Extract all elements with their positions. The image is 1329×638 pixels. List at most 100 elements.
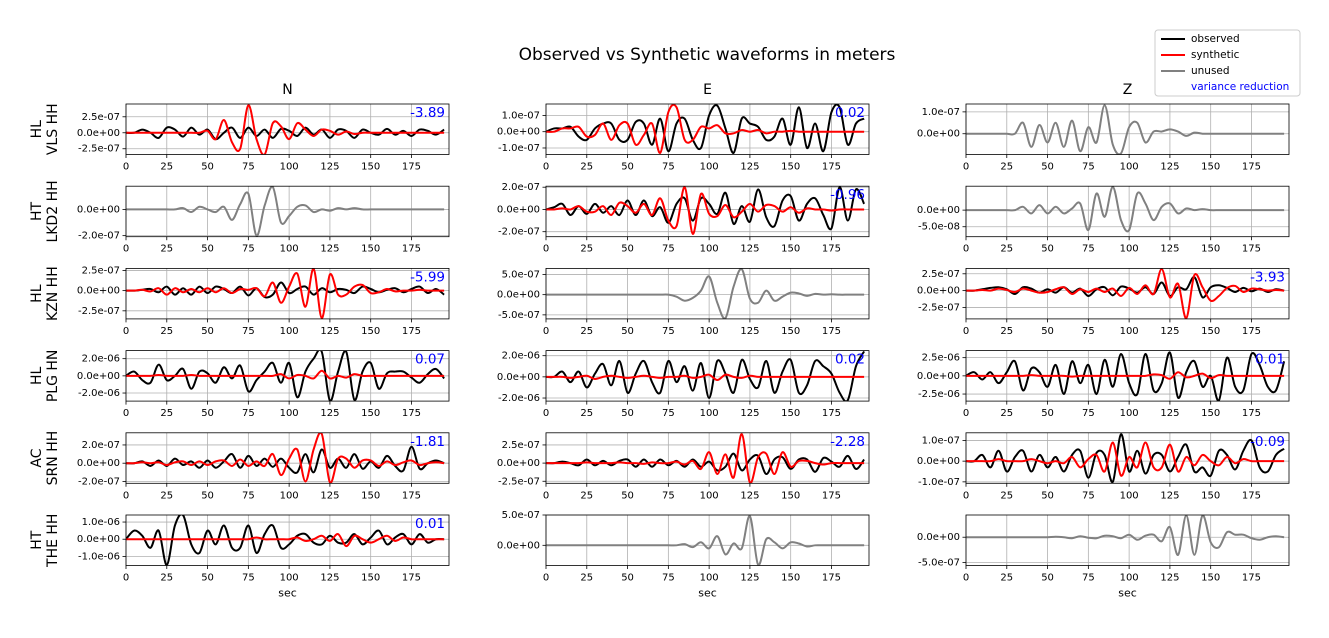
axes-frame bbox=[545, 432, 870, 484]
x-tick-label: 0 bbox=[963, 573, 969, 584]
x-tick-label: 175 bbox=[1242, 573, 1261, 584]
x-tick-label: 50 bbox=[201, 244, 214, 255]
x-tick-label: 0 bbox=[963, 490, 969, 501]
x-tick-label: 75 bbox=[1082, 162, 1095, 173]
variance-reduction: -0.96 bbox=[830, 187, 865, 203]
x-tick-label: 0 bbox=[543, 490, 549, 501]
y-axis-label: HT bbox=[29, 201, 45, 221]
subplot: 0 25 50 75 100 125 150 175 1.0e-07 0.0e+00 -1.0e-0… bbox=[917, 432, 1290, 501]
x-tick-label: 25 bbox=[160, 244, 173, 255]
x-tick-label: 150 bbox=[361, 573, 380, 584]
y-axis-label: HT bbox=[29, 530, 45, 550]
x-tick-label: 125 bbox=[320, 162, 339, 173]
y-tick-label: 0.0e+00 bbox=[497, 372, 540, 383]
waveform bbox=[126, 104, 445, 155]
x-tick-label: 175 bbox=[402, 244, 421, 255]
subplot: 0 25 50 75 100 125 150 175 2.0e-07 0.0e+00 -2.0e-0… bbox=[497, 182, 870, 255]
x-tick-label: 75 bbox=[662, 573, 675, 584]
x-tick-label: 125 bbox=[740, 162, 759, 173]
x-tick-label: 100 bbox=[1120, 162, 1139, 173]
legend-label: variance reduction bbox=[1191, 81, 1289, 93]
x-tick-label: 50 bbox=[621, 244, 634, 255]
variance-reduction: -1.81 bbox=[410, 434, 445, 450]
waveform bbox=[546, 268, 865, 319]
x-tick-label: 150 bbox=[1201, 162, 1220, 173]
x-tick-label: 50 bbox=[1041, 326, 1054, 337]
axes-frame bbox=[965, 514, 1290, 566]
x-tick-label: 50 bbox=[201, 573, 214, 584]
y-tick-label: 0.0e+00 bbox=[917, 532, 960, 543]
x-tick-label: 175 bbox=[822, 573, 841, 584]
x-tick-label: 75 bbox=[662, 162, 675, 173]
x-tick-label: 0 bbox=[123, 162, 129, 173]
x-tick-label: 0 bbox=[543, 326, 549, 337]
x-tick-label: 100 bbox=[1120, 408, 1139, 419]
traces bbox=[966, 351, 1286, 402]
subplot: 0 25 50 75 100 125 150 175 1.0e-06 0.0e+00 -1.0e-0… bbox=[29, 514, 450, 600]
x-tick-label: 0 bbox=[543, 244, 549, 255]
subplot: 0 25 50 75 100 125 150 175 2.5e-07 0.0e+00 -2.5e-0… bbox=[917, 267, 1290, 337]
x-tick-label: 125 bbox=[320, 490, 339, 501]
x-tick-label: 0 bbox=[123, 573, 129, 584]
variance-reduction: -3.89 bbox=[410, 105, 445, 121]
y-tick-label: -5.0e-08 bbox=[918, 222, 960, 233]
y-tick-label: -5.0e-07 bbox=[498, 310, 540, 321]
x-axis-label: sec bbox=[278, 587, 297, 600]
y-tick-label: 5.0e-07 bbox=[502, 269, 540, 280]
x-tick-label: 100 bbox=[280, 573, 299, 584]
x-tick-label: 125 bbox=[740, 490, 759, 501]
axes-frame bbox=[125, 514, 450, 566]
subplot: 0 25 50 75 100 125 150 175 5.0e-07 0.0e+00 -5.0e-0… bbox=[497, 267, 870, 337]
legend-label: synthetic bbox=[1191, 49, 1240, 61]
legend-box bbox=[1154, 29, 1301, 97]
x-tick-label: 0 bbox=[123, 244, 129, 255]
subplot: 0 25 50 75 100 125 150 175 2.5e-07 0.0e+00 -2.5e-0… bbox=[29, 82, 450, 173]
traces bbox=[126, 186, 445, 237]
waveform bbox=[546, 373, 865, 382]
x-tick-label: 75 bbox=[1082, 490, 1095, 501]
traces bbox=[546, 350, 865, 402]
x-tick-label: 25 bbox=[160, 573, 173, 584]
x-tick-label: 50 bbox=[621, 408, 634, 419]
legend-label: observed bbox=[1191, 33, 1240, 45]
x-tick-label: 100 bbox=[700, 326, 719, 337]
x-tick-label: 100 bbox=[280, 490, 299, 501]
y-tick-label: 2.0e-07 bbox=[502, 182, 540, 193]
y-tick-label: 0.0e+00 bbox=[497, 127, 540, 138]
axes-frame bbox=[125, 267, 450, 320]
x-tick-label: 75 bbox=[242, 162, 255, 173]
x-tick-label: 75 bbox=[242, 244, 255, 255]
y-tick-label: 2.5e-06 bbox=[922, 353, 960, 364]
y-tick-label: -2.0e-07 bbox=[78, 476, 120, 487]
x-tick-label: 125 bbox=[1160, 408, 1179, 419]
axes-frame bbox=[125, 350, 450, 402]
x-tick-label: 25 bbox=[580, 573, 593, 584]
x-tick-label: 75 bbox=[662, 244, 675, 255]
x-tick-label: 175 bbox=[822, 408, 841, 419]
y-tick-label: 2.5e-07 bbox=[922, 269, 960, 280]
x-tick-label: 50 bbox=[621, 490, 634, 501]
axes-frame bbox=[965, 350, 1290, 402]
axes-frame bbox=[125, 432, 450, 484]
y-tick-label: 0.0e+00 bbox=[497, 204, 540, 215]
axes-frame bbox=[545, 103, 870, 155]
y-tick-label: 1.0e-07 bbox=[922, 107, 960, 118]
x-tick-label: 175 bbox=[822, 490, 841, 501]
y-tick-label: 0.0e+00 bbox=[497, 540, 540, 551]
y-tick-label: 0.0e+00 bbox=[77, 128, 120, 139]
x-tick-label: 75 bbox=[662, 408, 675, 419]
y-axis-label: HL bbox=[29, 366, 45, 385]
traces bbox=[546, 186, 866, 235]
y-tick-label: -5.0e-07 bbox=[918, 557, 960, 568]
subplot: 0 25 50 75 100 125 150 175 2.5e-06 0.0e+00 -2.5e-0… bbox=[917, 350, 1290, 419]
x-tick-label: 175 bbox=[822, 244, 841, 255]
waveform bbox=[966, 268, 1285, 319]
x-tick-label: 125 bbox=[740, 573, 759, 584]
y-axis-label: HL bbox=[29, 284, 45, 303]
subplot: 0 25 50 75 100 125 150 175 0.0e+00 -5.0e-07 sec bbox=[917, 514, 1290, 600]
traces bbox=[126, 268, 445, 319]
subplot-title: Z bbox=[1123, 82, 1133, 98]
x-tick-label: 175 bbox=[822, 326, 841, 337]
traces bbox=[126, 515, 445, 566]
